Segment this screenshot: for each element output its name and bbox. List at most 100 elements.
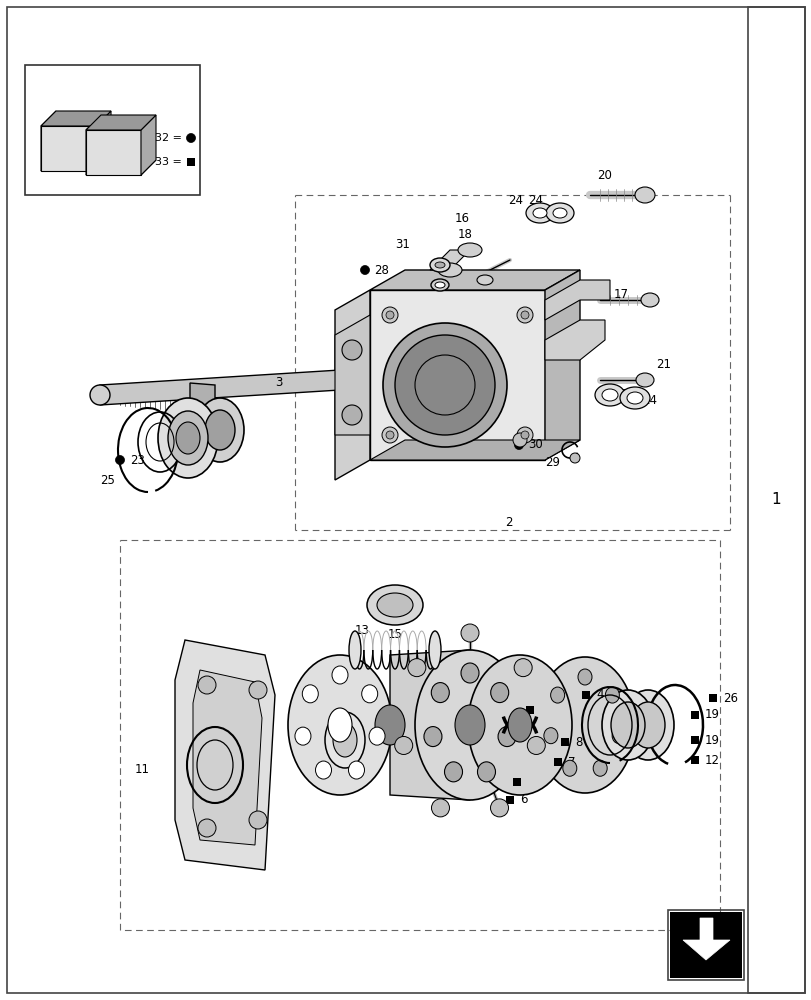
Text: 13: 13 (354, 624, 370, 637)
Polygon shape (190, 383, 215, 407)
Text: 17: 17 (613, 288, 629, 302)
Text: 19: 19 (704, 708, 719, 722)
Bar (560, 738, 569, 746)
Ellipse shape (508, 708, 531, 742)
Polygon shape (96, 111, 111, 171)
Ellipse shape (414, 650, 525, 800)
Text: 16: 16 (454, 212, 470, 225)
Ellipse shape (569, 453, 579, 463)
Text: 31: 31 (394, 238, 410, 251)
Text: 15: 15 (388, 629, 402, 642)
Ellipse shape (430, 258, 449, 272)
Ellipse shape (594, 384, 624, 406)
Text: 24: 24 (642, 393, 656, 406)
Ellipse shape (423, 727, 441, 747)
Polygon shape (370, 270, 579, 290)
Ellipse shape (526, 736, 545, 754)
Text: 25: 25 (100, 474, 114, 487)
Text: 8: 8 (574, 736, 581, 748)
Ellipse shape (526, 203, 553, 223)
Ellipse shape (341, 340, 362, 360)
Ellipse shape (521, 431, 528, 439)
Text: 23: 23 (130, 454, 144, 466)
Polygon shape (389, 650, 470, 800)
Ellipse shape (249, 681, 267, 699)
Ellipse shape (461, 663, 478, 683)
Bar (505, 796, 513, 804)
Ellipse shape (294, 727, 311, 745)
Ellipse shape (444, 762, 462, 782)
Bar (25, 65, 200, 195)
Ellipse shape (187, 134, 195, 143)
Text: 10: 10 (539, 704, 554, 716)
Polygon shape (100, 370, 340, 405)
Ellipse shape (361, 685, 377, 703)
Ellipse shape (514, 440, 523, 450)
Polygon shape (544, 280, 609, 320)
Text: 20: 20 (596, 169, 611, 182)
Ellipse shape (368, 727, 384, 745)
Ellipse shape (497, 727, 516, 747)
Ellipse shape (349, 631, 361, 669)
Ellipse shape (517, 307, 532, 323)
Text: 28: 28 (374, 263, 388, 276)
Ellipse shape (158, 398, 217, 478)
Text: 32 =: 32 = (155, 133, 185, 143)
Polygon shape (41, 156, 111, 171)
Text: 5: 5 (526, 775, 534, 788)
Polygon shape (86, 160, 156, 175)
Ellipse shape (376, 593, 413, 617)
Ellipse shape (115, 456, 124, 464)
Bar (667, 910, 743, 980)
Ellipse shape (407, 659, 425, 677)
Ellipse shape (198, 676, 216, 694)
Polygon shape (86, 115, 156, 130)
Ellipse shape (640, 293, 659, 307)
Bar (690, 711, 698, 719)
Ellipse shape (176, 422, 200, 454)
Text: 21: 21 (655, 359, 670, 371)
Ellipse shape (249, 811, 267, 829)
Text: 4: 4 (595, 688, 603, 702)
Ellipse shape (513, 659, 531, 677)
Polygon shape (370, 290, 544, 460)
Polygon shape (193, 670, 262, 845)
Ellipse shape (610, 702, 644, 748)
Ellipse shape (435, 262, 444, 268)
Ellipse shape (550, 687, 564, 703)
Polygon shape (41, 111, 111, 126)
Polygon shape (544, 270, 579, 460)
Text: 29: 29 (544, 456, 560, 468)
Bar (708, 694, 716, 702)
Ellipse shape (611, 728, 625, 744)
Ellipse shape (601, 389, 617, 401)
Ellipse shape (621, 690, 673, 760)
Polygon shape (335, 315, 370, 435)
Ellipse shape (315, 761, 331, 779)
Text: 30: 30 (527, 438, 542, 452)
Polygon shape (430, 250, 470, 270)
Bar (747, 7, 804, 993)
Ellipse shape (517, 427, 532, 443)
Ellipse shape (634, 187, 654, 203)
Ellipse shape (635, 373, 653, 387)
Text: 2: 2 (504, 516, 512, 530)
Ellipse shape (490, 799, 508, 817)
Ellipse shape (435, 282, 444, 288)
Ellipse shape (385, 311, 393, 319)
Ellipse shape (168, 411, 208, 465)
Polygon shape (141, 115, 156, 175)
Text: 24: 24 (620, 388, 634, 401)
Text: KIT: KIT (59, 143, 77, 153)
Polygon shape (370, 440, 579, 460)
Ellipse shape (332, 666, 348, 684)
Ellipse shape (385, 431, 393, 439)
Ellipse shape (288, 655, 392, 795)
Ellipse shape (626, 392, 642, 404)
Ellipse shape (534, 657, 634, 793)
Ellipse shape (476, 275, 492, 285)
Ellipse shape (543, 728, 557, 744)
Ellipse shape (198, 819, 216, 837)
Ellipse shape (333, 723, 357, 757)
Ellipse shape (431, 279, 448, 291)
